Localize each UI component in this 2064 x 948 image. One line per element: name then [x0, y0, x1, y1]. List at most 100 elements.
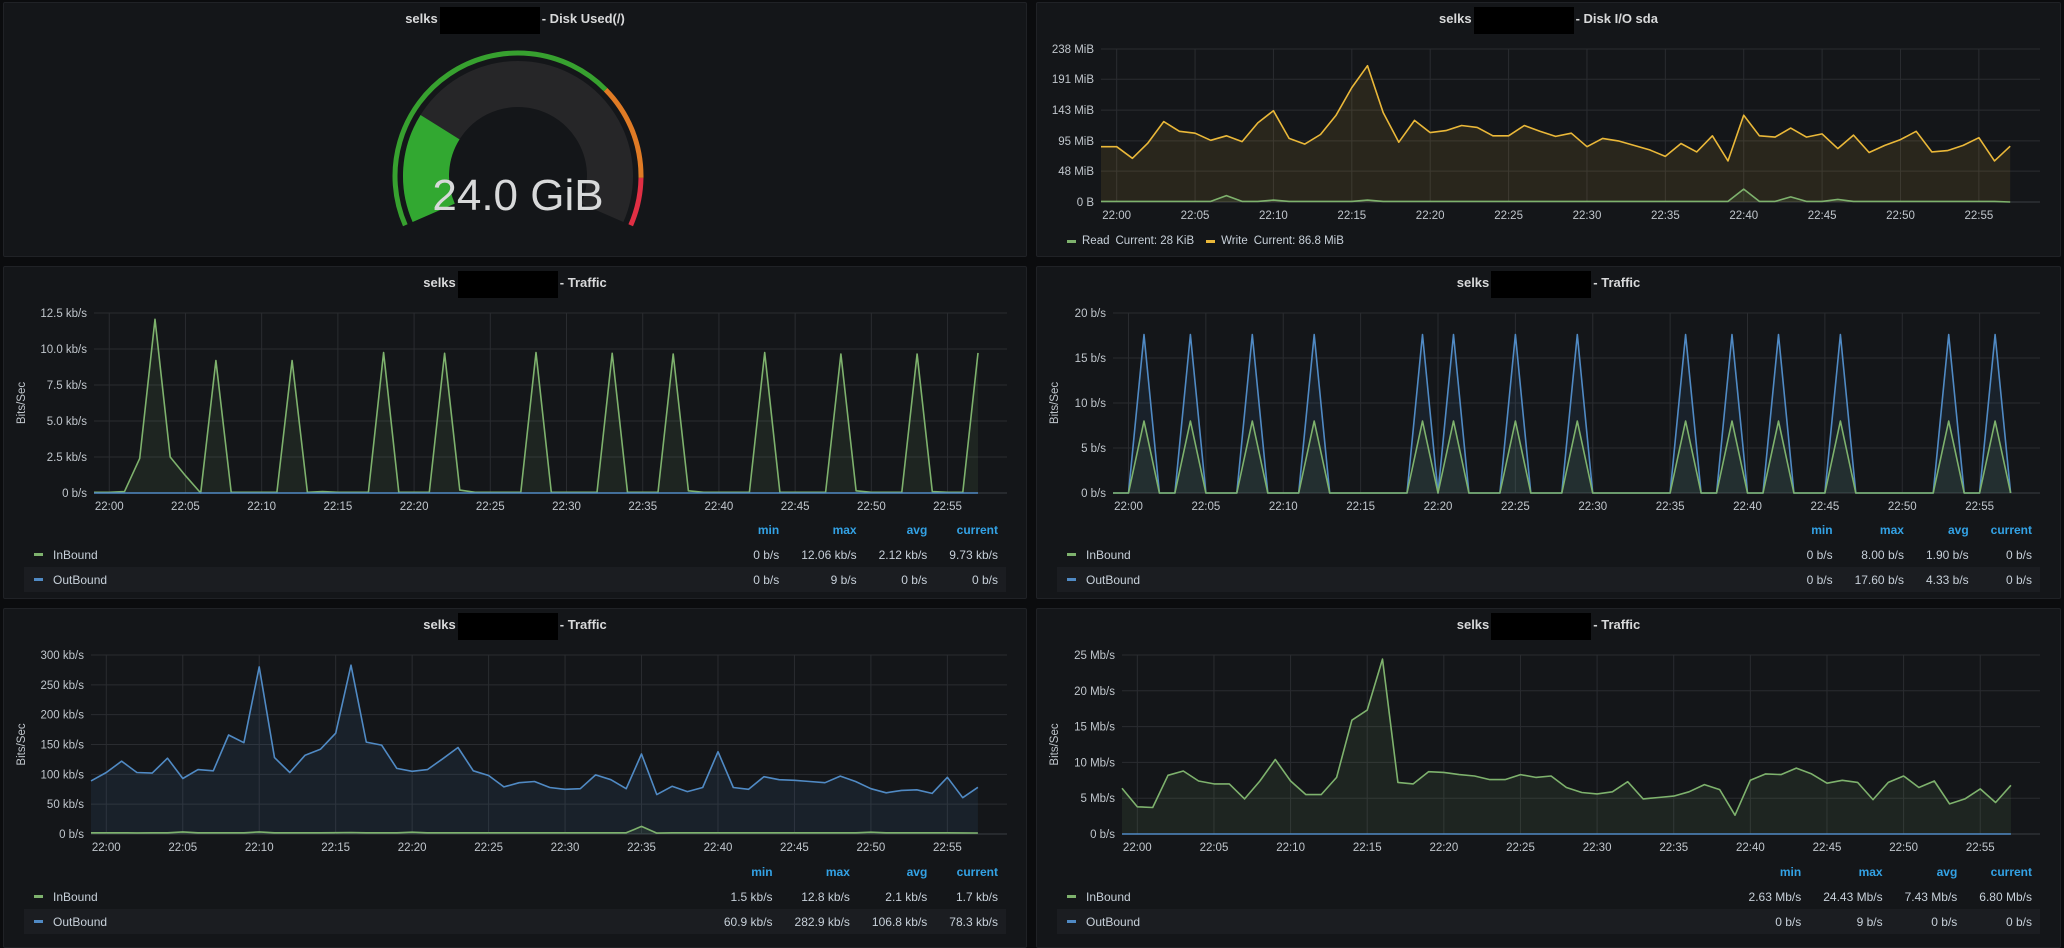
legend-row-outbound[interactable]: OutBound 0 b/s 9 b/s 0 b/s 0 b/s: [1057, 909, 2040, 934]
legend-col-avg[interactable]: avg: [1936, 864, 1958, 879]
series-line-read[interactable]: [1101, 188, 2011, 203]
x-tick-label: 22:55: [1966, 842, 1995, 854]
legend-row-outbound[interactable]: OutBound 60.9 kb/s 282.9 kb/s 106.8 kb/s 78.…: [24, 909, 1006, 934]
x-tick-label: 22:40: [704, 842, 733, 854]
legend-col-min[interactable]: min: [1811, 522, 1833, 537]
legend-item-read[interactable]: Read Current: 28 KiB: [1067, 235, 1194, 247]
y-tick-label: 0 b/s: [1081, 488, 1106, 500]
legend-col-avg[interactable]: avg: [1947, 522, 1969, 537]
legend-col-max[interactable]: max: [1858, 864, 1883, 879]
traffic-chart[interactable]: 0 b/s 50 kb/s 100 kb/s 150 kb/s 200 kb/s 250 …: [4, 609, 1027, 948]
legend-name: InBound: [53, 547, 98, 562]
x-tick-label: 22:10: [245, 842, 274, 854]
y-axis-label: Bits/Sec: [16, 723, 28, 765]
y-axis-label: Bits/Sec: [16, 382, 28, 424]
panel-title[interactable]: selks - Traffic: [1037, 267, 2060, 299]
legend-row-inbound[interactable]: InBound 0 b/s 8.00 b/s 1.90 b/s 0 b/s: [1057, 542, 2040, 567]
legend-row-inbound[interactable]: InBound 1.5 kb/s 12.8 kb/s 2.1 kb/s 1.7 kb/s: [24, 884, 1006, 909]
y-tick-label: 100 kb/s: [41, 769, 85, 781]
legend-col-min[interactable]: min: [1779, 864, 1802, 879]
legend-max-value: 8.00 b/s: [1861, 547, 1904, 562]
legend-swatch-icon: [1067, 578, 1076, 581]
y-tick-label: 191 MiB: [1052, 74, 1095, 86]
panel-title[interactable]: selks - Traffic: [1037, 609, 2060, 641]
legend-series: OutBound: [34, 573, 731, 587]
legend-row-inbound[interactable]: InBound 0 b/s 12.06 kb/s 2.12 kb/s 9.73 kb/s: [24, 542, 1006, 567]
legend-col-min[interactable]: min: [751, 864, 773, 879]
y-tick-label: 12.5 kb/s: [40, 308, 87, 320]
x-tick-label: 22:35: [628, 501, 657, 513]
panel-title[interactable]: selks - Traffic: [4, 609, 1026, 641]
x-tick-label: 22:50: [1886, 210, 1915, 222]
x-tick-label: 22:30: [1583, 842, 1612, 854]
legend-col-avg[interactable]: avg: [906, 864, 928, 879]
legend-col-max[interactable]: max: [825, 864, 850, 879]
y-tick-label: 250 kb/s: [41, 680, 85, 692]
disk-io-chart[interactable]: 0 B 48 MiB 95 MiB 143 MiB 191 MiB 238 MiB 22:0…: [1037, 3, 2061, 257]
legend-col-min[interactable]: min: [757, 522, 780, 537]
series-line-write[interactable]: [1101, 64, 2011, 162]
redacted-hostname: [1491, 271, 1592, 298]
traffic-chart[interactable]: 0 b/s 5 Mb/s 10 Mb/s 15 Mb/s 20 Mb/s 25 Mb/s 2…: [1037, 609, 2061, 948]
panel-title[interactable]: selks - Disk Used(/): [4, 3, 1026, 35]
x-tick-label: 22:55: [933, 501, 962, 513]
x-tick-label: 22:35: [1656, 501, 1685, 513]
y-tick-label: 10 Mb/s: [1074, 757, 1115, 769]
legend-current-value: 0 b/s: [2005, 547, 2032, 562]
legend-name: InBound: [53, 889, 98, 904]
legend-table: min max avg current InBound 0 b/s 12.06 kb/s 2.…: [24, 517, 1006, 592]
series-line-inbound[interactable]: [1113, 420, 2012, 494]
y-tick-label: 50 kb/s: [47, 799, 84, 811]
legend-swatch-icon: [34, 553, 43, 556]
legend-current-value: 78.3 kb/s: [949, 914, 998, 929]
series-line-outbound[interactable]: [90, 664, 979, 799]
legend-max-value: 24.43 Mb/s: [1823, 889, 1883, 904]
legend-col-max[interactable]: max: [832, 522, 857, 537]
x-tick-label: 22:45: [1810, 501, 1839, 513]
legend-row-outbound[interactable]: OutBound 0 b/s 9 b/s 0 b/s 0 b/s: [24, 567, 1006, 592]
gauge-threshold-ok: [392, 50, 608, 227]
chart-legend: Read Current: 28 KiB Write Current: 86.8…: [1067, 235, 1344, 247]
legend-current: Current: 28 KiB: [1115, 235, 1195, 247]
legend-col-max[interactable]: max: [1879, 522, 1904, 537]
legend-col-avg[interactable]: avg: [906, 522, 928, 537]
y-tick-label: 7.5 kb/s: [47, 380, 88, 392]
legend-table: min max avg current InBound 1.5 kb/s 12.8 kb/s…: [24, 859, 1006, 934]
panel-title[interactable]: selks - Disk I/O sda: [1037, 3, 2060, 35]
y-tick-label: 0 b/s: [62, 488, 87, 500]
x-tick-label: 22:00: [95, 501, 124, 513]
legend-series: InBound: [1067, 890, 1727, 904]
legend-item-write[interactable]: Write Current: 86.8 MiB: [1206, 235, 1344, 247]
y-tick-label: 5.0 kb/s: [47, 416, 88, 428]
title-prefix: selks: [1456, 275, 1490, 290]
legend-col-current[interactable]: current: [956, 522, 998, 537]
legend-swatch-icon: [34, 578, 43, 581]
series-area-inbound: [1113, 421, 2011, 493]
legend-row-outbound[interactable]: OutBound 0 b/s 17.60 b/s 4.33 b/s 0 b/s: [1057, 567, 2040, 592]
panel-title[interactable]: selks - Traffic: [4, 267, 1026, 299]
legend-series: OutBound: [34, 915, 702, 929]
legend-col-current[interactable]: current: [1990, 522, 2032, 537]
title-prefix: selks: [423, 617, 456, 632]
x-tick-label: 22:45: [1813, 842, 1842, 854]
legend-header: min max avg current: [1057, 517, 2040, 542]
x-tick-label: 22:20: [1429, 842, 1458, 854]
series-line-inbound[interactable]: [91, 825, 978, 834]
y-tick-label: 0 B: [1077, 197, 1095, 209]
traffic-chart[interactable]: 0 b/s 2.5 kb/s 5.0 kb/s 7.5 kb/s 10.0 kb/s 12…: [4, 267, 1027, 599]
legend-series: OutBound: [1067, 915, 1727, 929]
legend-col-current[interactable]: current: [956, 864, 998, 879]
legend-table: min max avg current InBound 2.63 Mb/s 24.43 Mb…: [1057, 859, 2040, 934]
gauge-threshold-warn: [603, 87, 644, 178]
x-tick-label: 22:25: [1494, 210, 1523, 222]
legend-row-inbound[interactable]: InBound 2.63 Mb/s 24.43 Mb/s 7.43 Mb/s 6.80 …: [1057, 884, 2040, 909]
legend-series: InBound: [1067, 548, 1785, 562]
redacted-hostname: [439, 7, 540, 34]
series-line-inbound[interactable]: [1121, 658, 2012, 816]
y-tick-label: 0 b/s: [1090, 829, 1115, 841]
legend-current-value: 0 b/s: [2005, 572, 2032, 587]
legend-col-current[interactable]: current: [1990, 864, 2032, 879]
y-tick-label: 25 Mb/s: [1074, 650, 1115, 662]
traffic-chart[interactable]: 0 b/s 5 b/s 10 b/s 15 b/s 20 b/s 22:00 22:05 22…: [1037, 267, 2061, 599]
legend-max-value: 12.8 kb/s: [801, 889, 850, 904]
